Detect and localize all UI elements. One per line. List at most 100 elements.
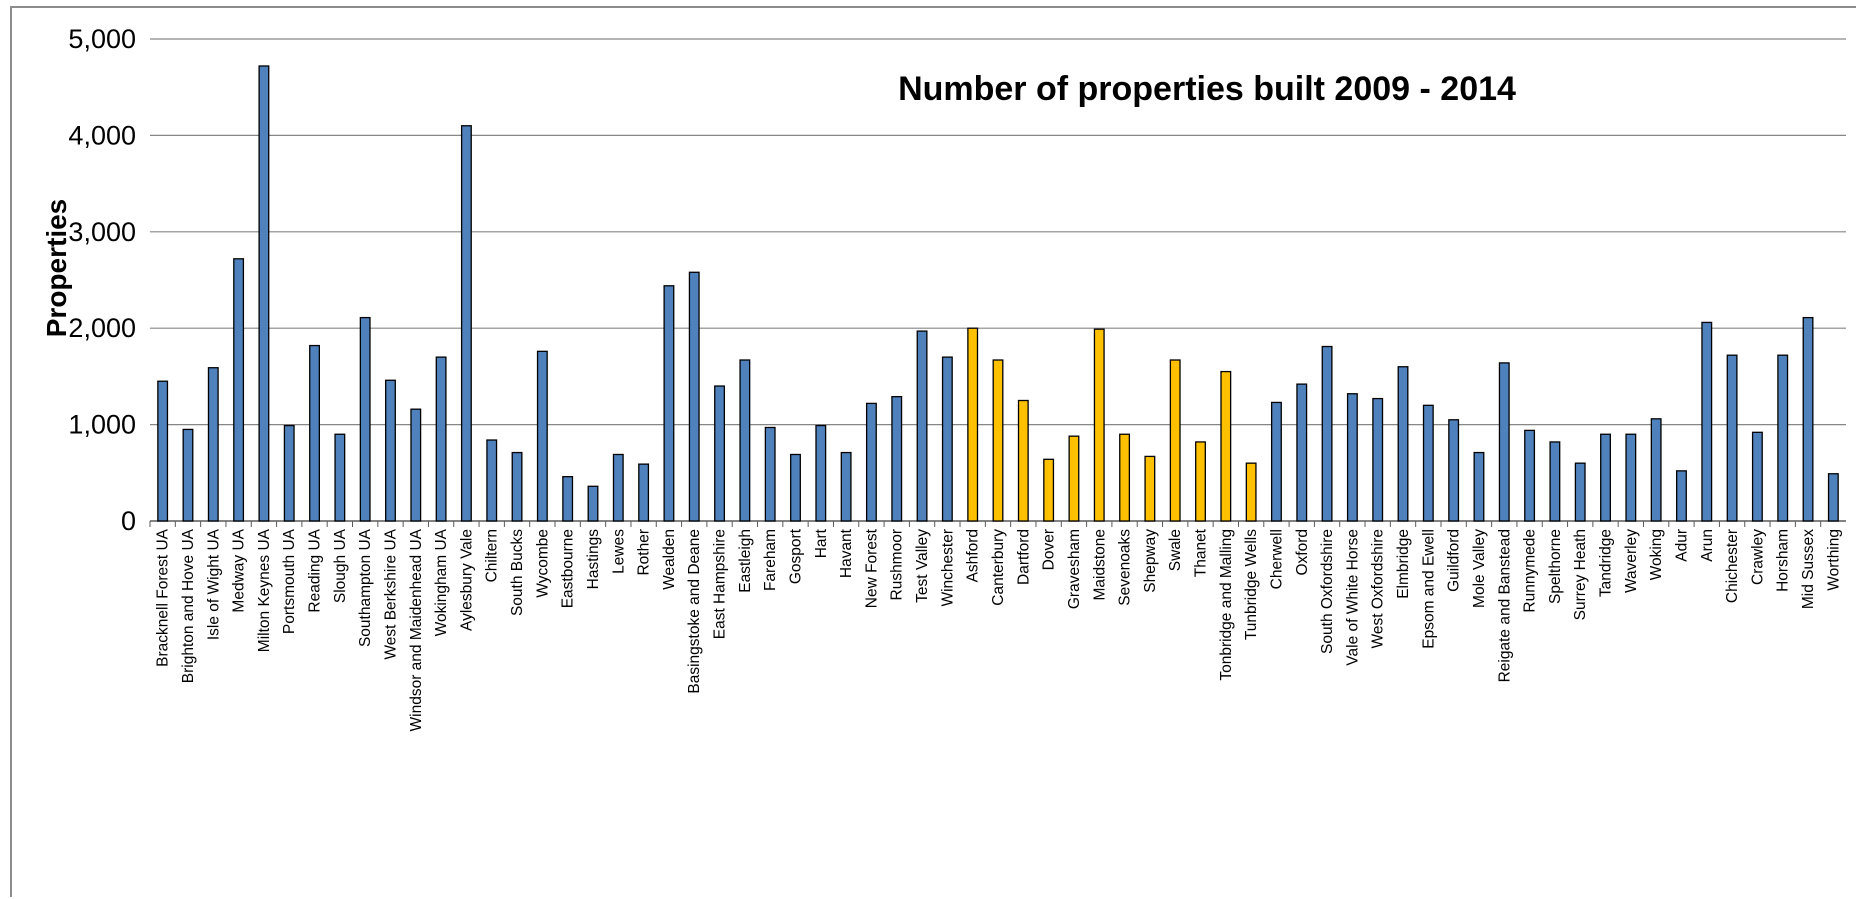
bar [638, 463, 650, 522]
x-category-label: Spelthorne [1547, 529, 1564, 604]
x-category-label: Hart [813, 528, 830, 558]
x-category-label: East Hampshire [712, 529, 729, 639]
bar [1777, 354, 1789, 522]
bar [460, 125, 472, 522]
bar [1245, 462, 1257, 522]
x-category-label: Eastbourne [560, 529, 577, 608]
x-category-label: Worthing [1825, 529, 1842, 591]
x-category-label: Reading UA [307, 528, 324, 612]
x-category-label: Windsor and Maidenhead UA [408, 528, 425, 731]
bar [1397, 366, 1409, 522]
x-category-label: Horsham [1775, 529, 1792, 592]
bar [309, 344, 320, 522]
bar [385, 379, 396, 522]
bar [1296, 383, 1308, 522]
chart-title: Number of properties built 2009 - 2014 [898, 70, 1516, 108]
bar [233, 258, 245, 522]
x-category-label: Thanet [1193, 528, 1210, 577]
bar [359, 316, 371, 522]
x-axis-category-labels: Bracknell Forest UA Brighton and Hove UA I… [155, 528, 1843, 731]
bar [1473, 451, 1485, 522]
bar [207, 367, 219, 522]
bar [916, 330, 928, 522]
bar [840, 451, 852, 522]
bar [865, 402, 877, 522]
bar [1524, 429, 1536, 522]
bar [714, 385, 726, 522]
x-category-label: Basingstoke and Deane [686, 529, 703, 694]
bar [435, 356, 447, 522]
x-category-label: Chiltern [484, 529, 501, 582]
bar [486, 439, 498, 522]
gridlines [149, 38, 1846, 527]
bar [1448, 419, 1460, 522]
y-tick-label: 5,000 [68, 24, 136, 54]
bar [1600, 433, 1611, 522]
bar [157, 380, 169, 522]
bar [764, 426, 776, 522]
bar [1169, 359, 1181, 522]
x-category-label: Bracknell Forest UA [155, 528, 172, 666]
x-category-label: Medway UA [231, 528, 248, 612]
bar [1574, 462, 1586, 522]
x-category-label: Tandridge [1598, 529, 1615, 597]
bar [1195, 441, 1206, 522]
y-axis-label: Properties [41, 199, 72, 338]
chart-frame: 0 1,000 2,000 3,000 4,000 5,000 Bracknell For… [10, 6, 1856, 897]
x-category-label: Tunbridge Wells [1243, 529, 1260, 640]
x-category-label: Crawley [1749, 529, 1766, 585]
bar [663, 285, 675, 522]
bar [688, 271, 700, 522]
x-category-label: Lewes [610, 529, 627, 574]
bar [1346, 393, 1358, 522]
bar [1017, 399, 1029, 522]
bar [562, 476, 574, 522]
x-category-label: Surrey Heath [1572, 529, 1589, 620]
x-category-label: Mid Sussex [1800, 529, 1817, 609]
bar [612, 453, 624, 522]
bar [1068, 435, 1080, 522]
y-tick-label: 2,000 [68, 313, 136, 343]
x-category-label: South Oxfordshire [1319, 529, 1336, 654]
bar [1827, 473, 1839, 522]
x-category-label: Ashford [965, 529, 982, 582]
bar [1498, 362, 1510, 522]
x-category-label: Sevenoaks [1117, 529, 1134, 606]
x-category-label: Reigate and Banstead [1496, 529, 1513, 682]
bar [536, 350, 548, 522]
y-tick-label: 3,000 [68, 217, 136, 247]
bar [1625, 433, 1637, 522]
bar [410, 408, 422, 522]
bar [1043, 458, 1055, 522]
x-category-label: Epsom and Ewell [1420, 529, 1437, 649]
x-category-label: Mole Valley [1471, 529, 1488, 608]
x-category-label: Shepway [1142, 529, 1159, 593]
bar [1144, 455, 1156, 522]
x-category-label: Rother [636, 529, 653, 576]
x-category-label: Maidstone [1091, 529, 1108, 601]
x-category-label: Portsmouth UA [281, 528, 298, 634]
x-category-label: Wealden [661, 529, 678, 590]
bars [157, 65, 1839, 522]
x-category-label: Milton Keynes UA [256, 528, 273, 652]
x-category-label: Elmbridge [1395, 529, 1412, 599]
bar [891, 395, 903, 522]
bar [258, 65, 270, 522]
bar [1093, 328, 1105, 522]
x-category-label: Eastleigh [737, 529, 754, 593]
bar [967, 327, 979, 522]
bar [992, 359, 1004, 522]
x-category-label: Wycombe [534, 529, 551, 598]
x-category-label: Gravesham [1066, 529, 1083, 609]
x-category-label: Southampton UA [357, 528, 374, 647]
bar [1676, 470, 1687, 522]
bar [283, 424, 295, 522]
x-category-label: Arun [1699, 529, 1716, 562]
y-axis-tick-labels: 0 1,000 2,000 3,000 4,000 5,000 [68, 24, 136, 536]
bar [1119, 433, 1131, 522]
x-category-label: Canterbury [990, 529, 1007, 606]
y-tick-label: 4,000 [68, 120, 136, 150]
x-category-label: Oxford [1294, 529, 1311, 576]
y-tick-label: 0 [121, 506, 136, 536]
x-category-label: Runnymede [1522, 529, 1539, 613]
